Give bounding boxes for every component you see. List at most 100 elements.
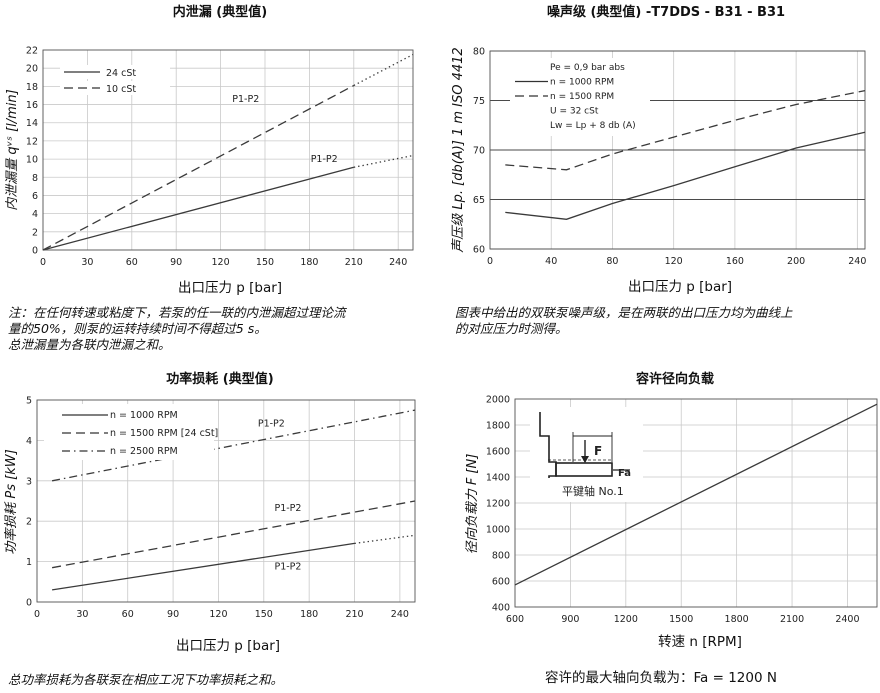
x-tick-label: 240 — [391, 609, 409, 620]
force-label: F — [594, 444, 602, 458]
x-tick-label: 40 — [545, 256, 557, 267]
annotation-label: P1-P2 — [232, 94, 259, 105]
plot-frame — [489, 50, 866, 250]
y-tick-label: 65 — [473, 195, 485, 206]
y-tick-label: 1200 — [486, 499, 510, 510]
chart-0: 0 30 60 90 120 150 180 210 240 0 2 4 6 8 10 12 14 16 18 20 2… — [5, 4, 414, 296]
annotation-label: P1-P2 — [258, 418, 285, 429]
force-arrow-head — [581, 456, 589, 463]
x-tick-label: 160 — [726, 256, 744, 267]
y-tick-label: 6 — [32, 191, 38, 202]
shaft-body — [555, 462, 613, 477]
y-tick-label: 1 — [26, 557, 32, 568]
y-tick-label: 12 — [26, 136, 38, 147]
y-tick-label: 2 — [26, 517, 32, 528]
legend-label: 10 cSt — [106, 84, 136, 95]
y-tick-label: 22 — [26, 46, 38, 57]
legend-label: n = 2500 RPM — [110, 446, 178, 457]
y-tick-label: 80 — [473, 47, 485, 58]
x-tick-label: 150 — [255, 609, 273, 620]
leak-note: 注：在任何转速或粘度下，若泵的任一联的内泄漏超过理论流 量的50%，则泵的运转持… — [8, 305, 438, 353]
y-tick-label: 18 — [26, 82, 38, 93]
x-tick-label: 210 — [345, 609, 363, 620]
x-tick-label: 900 — [561, 614, 579, 625]
radial-note: 容许的最大轴向负载为：Fa = 1200 N — [545, 666, 845, 686]
x-tick-label: 600 — [506, 614, 524, 625]
chart-title: 容许径向负载 — [635, 371, 714, 387]
x-tick-label: 30 — [81, 257, 93, 268]
x-tick-label: 210 — [345, 257, 363, 268]
y-tick-label: 1400 — [486, 473, 510, 484]
chart-2: 0 30 60 90 120 150 180 210 240 0 1 2 3 4 5 功率损耗 (典型值) 出口… — [3, 371, 416, 654]
chart-title: 功率损耗 (典型值) — [166, 371, 273, 387]
legend: Pe = 0,9 bar abs n = 1000 RPM n = 1500 RPM… — [510, 58, 650, 136]
legend: n = 1000 RPM n = 1500 RPM [24 cSt] n = 250… — [44, 404, 218, 460]
annotation-label: P1-P2 — [274, 562, 301, 573]
x-tick-label: 240 — [389, 257, 407, 268]
chart-title: 内泄漏 (典型值) — [173, 4, 267, 20]
x-tick-label: 30 — [76, 609, 88, 620]
legend-label: n = 1500 RPM [24 cSt] — [110, 428, 218, 439]
chart-1: 0 40 80 120 160 200 240 60 65 70 75 80 噪声级 (典型值) -T7… — [451, 4, 866, 295]
radial-note-line-1: 容许的最大轴向负载为：Fa = 1200 N — [545, 670, 777, 686]
series-line — [52, 542, 355, 591]
x-tick-label: 60 — [126, 257, 138, 268]
x-tick-label: 180 — [300, 609, 318, 620]
legend-label: n = 1000 RPM — [550, 78, 614, 88]
legend-label: 24 cSt — [106, 68, 136, 79]
legend-bg — [44, 404, 214, 460]
x-tick-label: 1800 — [725, 614, 749, 625]
x-tick-label: 240 — [848, 256, 866, 267]
y-tick-label: 20 — [26, 64, 38, 75]
y-tick-label: 75 — [473, 96, 485, 107]
y-tick-label: 10 — [26, 155, 38, 166]
y-tick-label: 1800 — [486, 421, 510, 432]
y-axis-label: 功率损耗 Ps [kW] — [3, 449, 19, 554]
y-tick-label: 1000 — [486, 525, 510, 536]
series-line — [354, 534, 416, 545]
series-line — [505, 131, 866, 220]
x-tick-label: 1200 — [614, 614, 638, 625]
noise-note: 图表中给出的双联泵噪声级，是在两联的出口压力均为曲线上 的对应压力时测得。 — [455, 305, 875, 337]
series-line — [51, 500, 416, 569]
series-line — [514, 403, 878, 586]
annotation-label: P1-P2 — [311, 154, 338, 165]
x-tick-label: 90 — [170, 257, 182, 268]
legend-label: Pe = 0,9 bar abs — [550, 63, 625, 73]
series-line — [505, 89, 866, 171]
plot-frame — [514, 398, 878, 608]
y-tick-label: 8 — [32, 173, 38, 184]
x-tick-label: 0 — [34, 609, 40, 620]
y-tick-label: 16 — [26, 100, 38, 111]
legend-label: Lw = Lp + 8 db (A) — [550, 121, 636, 131]
chart-title: 噪声级 (典型值) -T7DDS - B31 - B31 — [547, 4, 785, 20]
y-tick-label: 14 — [26, 118, 38, 129]
series-line — [42, 84, 355, 251]
legend: 24 cSt 10 cSt — [60, 65, 170, 95]
series-line — [42, 166, 354, 251]
leak-note-line-1: 注：在任何转速或粘度下，若泵的任一联的内泄漏超过理论流 — [8, 305, 346, 320]
x-tick-label: 2400 — [835, 614, 859, 625]
inset-caption: 平键轴 No.1 — [562, 484, 624, 498]
y-axis-label: 声压级 Lp. [db(A)] 1 m ISO 4412 — [451, 47, 466, 252]
chart-3: 600 900 1200 1500 1800 2100 240040060080010001… — [465, 371, 878, 650]
y-tick-label: 3 — [26, 476, 32, 487]
x-axis-label: 转速 n [RPM] — [658, 634, 742, 650]
x-tick-label: 1500 — [669, 614, 693, 625]
legend-label: U = 32 cSt — [550, 107, 599, 117]
plot-frame — [42, 49, 414, 251]
y-tick-label: 400 — [492, 603, 510, 614]
x-tick-label: 120 — [665, 256, 683, 267]
x-tick-label: 150 — [256, 257, 274, 268]
leak-note-line-2: 量的50%，则泵的运转持续时间不得超过5 s。 — [8, 321, 267, 336]
shaft-flange — [539, 412, 557, 478]
x-tick-label: 60 — [122, 609, 134, 620]
axial-label: Fa — [618, 468, 631, 479]
y-tick-label: 4 — [26, 436, 32, 447]
x-tick-label: 120 — [209, 609, 227, 620]
y-tick-label: 5 — [26, 396, 32, 407]
y-tick-label: 70 — [473, 146, 485, 157]
legend-bg — [60, 65, 170, 79]
x-tick-label: 180 — [300, 257, 318, 268]
x-tick-label: 90 — [167, 609, 179, 620]
